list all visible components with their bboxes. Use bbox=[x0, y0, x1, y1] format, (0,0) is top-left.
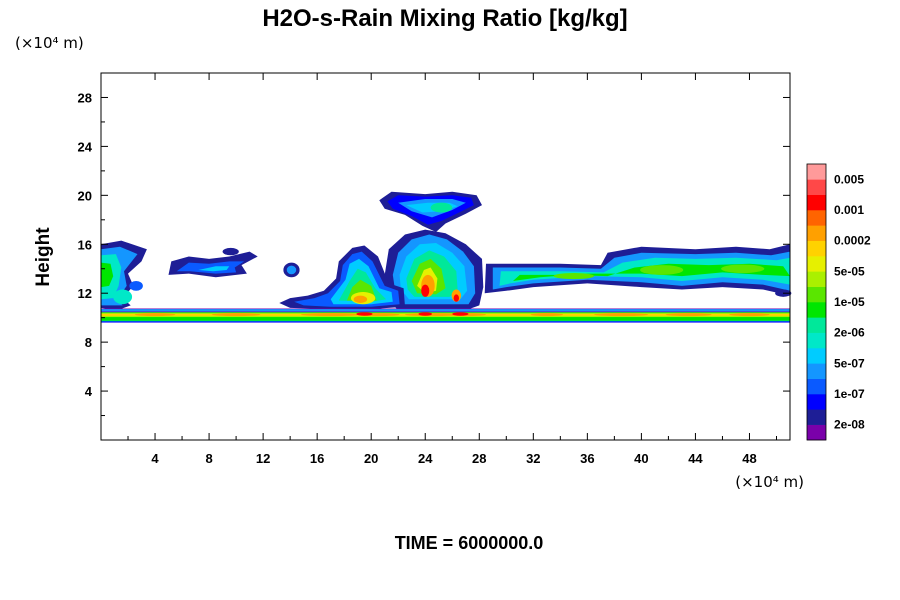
colorbar-label: 2e-08 bbox=[834, 418, 865, 432]
cloud-5-12 bbox=[222, 247, 239, 256]
persistent-band-core bbox=[530, 313, 564, 317]
colorbar-label: 0.005 bbox=[834, 172, 864, 186]
x-tick-label: 4 bbox=[151, 451, 159, 466]
colorbar-swatch bbox=[807, 286, 826, 303]
y-tick-label: 4 bbox=[85, 384, 93, 399]
colorbar-swatch bbox=[807, 378, 826, 395]
colorbar-swatch bbox=[807, 394, 826, 410]
x-tick-label: 48 bbox=[742, 451, 756, 466]
colorbar-label: 5e-05 bbox=[834, 264, 865, 278]
x-tick-label: 24 bbox=[418, 451, 433, 466]
x-tick-label: 8 bbox=[205, 451, 212, 466]
cloud-13-23-core bbox=[353, 295, 368, 303]
x-tick-label: 20 bbox=[364, 451, 378, 466]
cloud-left-edge bbox=[129, 280, 143, 291]
colorbar-swatch bbox=[807, 424, 826, 441]
colorbar-swatch bbox=[807, 164, 826, 180]
cloud-29-51 bbox=[640, 265, 684, 275]
x-tick-label: 12 bbox=[256, 451, 270, 466]
persistent-band-core bbox=[665, 313, 712, 317]
persistent-band-core bbox=[418, 312, 432, 316]
persistent-band-core bbox=[134, 313, 176, 317]
y-tick-label: 24 bbox=[78, 139, 93, 154]
colorbar-label: 0.0002 bbox=[834, 234, 871, 248]
plot-frame bbox=[100, 72, 791, 441]
persistent-band-core bbox=[211, 313, 261, 317]
colorbar-label: 5e-07 bbox=[834, 356, 865, 370]
colorbar-swatch bbox=[807, 225, 826, 241]
x-tick-label: 16 bbox=[310, 451, 324, 466]
x-tick-label: 28 bbox=[472, 451, 486, 466]
persistent-band-core bbox=[452, 312, 469, 316]
persistent-band-core bbox=[356, 312, 373, 316]
y-axis-title: Height bbox=[33, 227, 54, 287]
y-axis: 4 8 12 16 20 24 28 bbox=[78, 90, 790, 417]
persistent-band-edge bbox=[101, 309, 790, 312]
colorbar-swatch bbox=[807, 256, 826, 272]
colorbar-label: 2e-06 bbox=[834, 326, 865, 340]
x-tick-label: 40 bbox=[634, 451, 648, 466]
persistent-band-core bbox=[300, 313, 361, 317]
persistent-band-core bbox=[729, 313, 770, 317]
colorbar-swatch bbox=[807, 194, 826, 211]
colorbar-swatch bbox=[807, 271, 826, 287]
colorbar-swatch bbox=[807, 348, 826, 364]
cloud-14 bbox=[286, 265, 297, 275]
y-tick-label: 20 bbox=[78, 188, 92, 203]
y-unit-label: (×10⁴ m) bbox=[15, 34, 84, 52]
colorbar: 0.005 0.001 0.0002 5e-05 1e-05 2e-06 5e-07 1e-0… bbox=[806, 163, 871, 441]
colorbar-label: 1e-07 bbox=[834, 387, 865, 401]
x-tick-label: 36 bbox=[580, 451, 594, 466]
cloud-29-51 bbox=[721, 264, 765, 274]
convective-core bbox=[453, 294, 460, 302]
colorbar-label: 1e-05 bbox=[834, 295, 865, 309]
colorbar-label: 0.001 bbox=[834, 203, 864, 217]
persistent-band-core bbox=[404, 313, 460, 317]
y-tick-label: 16 bbox=[78, 237, 92, 252]
cloud-5-12 bbox=[198, 266, 230, 272]
x-unit-label: (×10⁴ m) bbox=[735, 473, 804, 491]
anvil-cloud bbox=[430, 202, 453, 213]
x-axis: 4 8 12 16 20 24 28 32 36 40 44 48 bbox=[127, 73, 777, 466]
convective-core bbox=[421, 284, 430, 297]
y-tick-label: 12 bbox=[78, 286, 92, 301]
colorbar-swatch bbox=[807, 179, 826, 195]
persistent-band-core bbox=[594, 313, 649, 317]
colorbar-frame bbox=[806, 163, 827, 441]
y-tick-label: 28 bbox=[78, 90, 92, 105]
x-tick-label: 44 bbox=[688, 451, 703, 466]
colorbar-swatch bbox=[807, 302, 826, 318]
x-tick-label: 32 bbox=[526, 451, 540, 466]
cloud-29-51 bbox=[553, 273, 595, 280]
colorbar-swatch bbox=[807, 409, 826, 425]
colorbar-swatch bbox=[807, 317, 826, 333]
y-tick-label: 8 bbox=[85, 335, 92, 350]
cloud-left-edge bbox=[113, 289, 133, 305]
colorbar-swatch bbox=[807, 332, 826, 349]
chart-title: H2O-s-Rain Mixing Ratio [kg/kg] bbox=[262, 5, 627, 32]
colorbar-swatch bbox=[807, 210, 826, 226]
colorbar-swatch bbox=[807, 363, 826, 379]
time-label: TIME = 6000000.0 bbox=[395, 533, 544, 553]
mixing-ratio-field bbox=[101, 191, 792, 323]
colorbar-swatch bbox=[807, 240, 826, 257]
